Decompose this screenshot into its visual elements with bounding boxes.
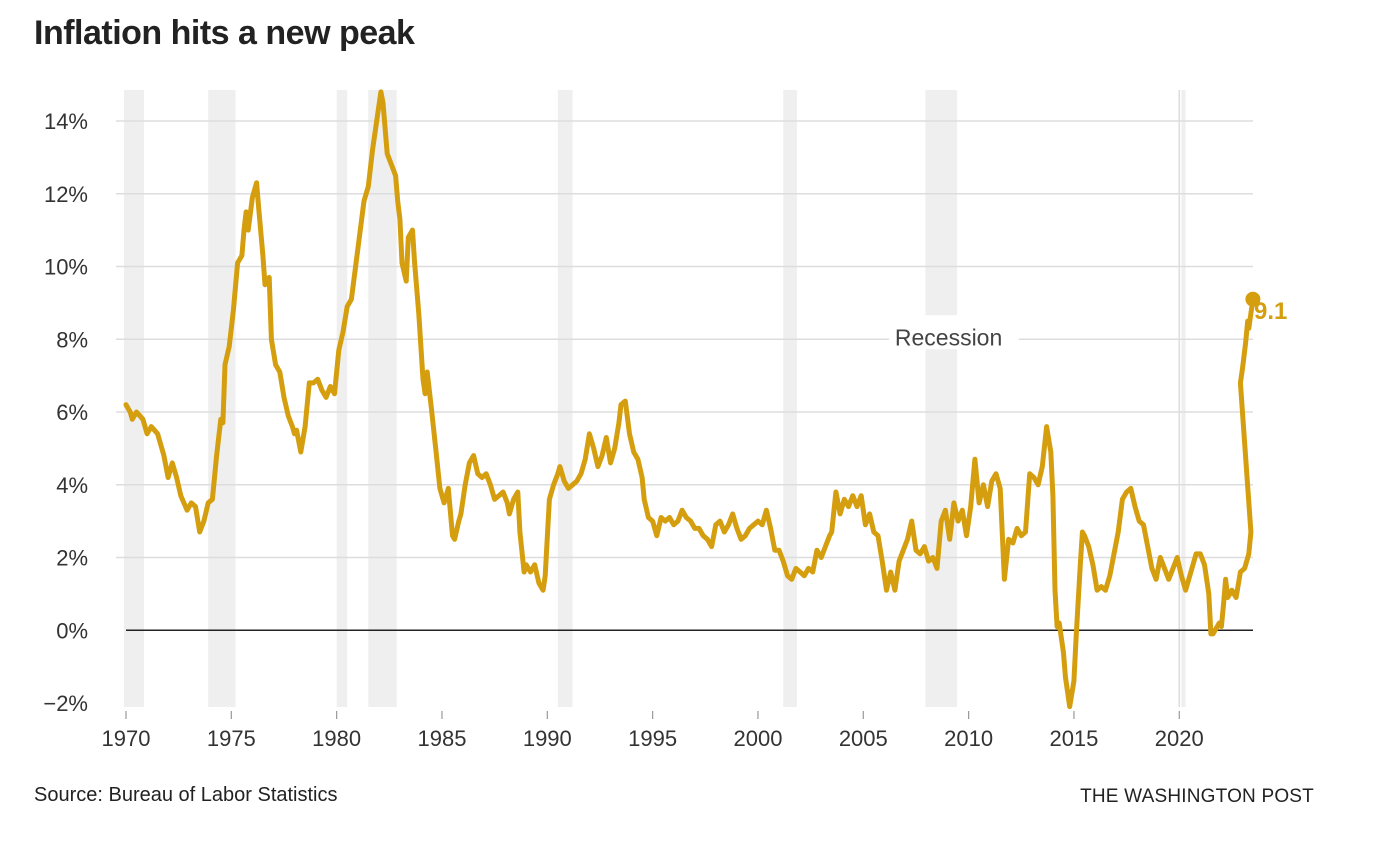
recession-band-3: [368, 90, 397, 707]
x-tick-label: 2020: [1155, 726, 1204, 751]
y-axis-ticks: −2% 0% 2% 4% 6% 8% 10% 12% 14%: [43, 109, 88, 716]
end-point-marker: [1245, 291, 1261, 307]
y-tick-label: 8%: [56, 327, 88, 352]
x-tick-label: 1995: [628, 726, 677, 751]
source-note: Source: Bureau of Labor Statistics: [34, 784, 338, 806]
y-tick-label: 14%: [44, 109, 88, 134]
y-tick-label: 0%: [56, 618, 88, 643]
publisher-credit: THE WASHINGTON POST: [1080, 786, 1314, 807]
recession-bands: [123, 90, 1186, 707]
recession-band-6: [925, 90, 958, 707]
end-value-label: 9.1: [1254, 298, 1287, 325]
gridlines: [116, 90, 1253, 707]
x-tick-label: 2000: [733, 726, 782, 751]
x-tick-label: 1980: [312, 726, 361, 751]
y-tick-label: 10%: [44, 255, 88, 280]
inflation-series-line: [123, 89, 1254, 710]
chart-title: Inflation hits a new peak: [34, 14, 415, 52]
x-tick-label: 2010: [944, 726, 993, 751]
y-tick-label: 12%: [44, 182, 88, 207]
y-tick-label: 2%: [56, 546, 88, 571]
x-tick-label: 1985: [418, 726, 467, 751]
series-layer: 9.1: [123, 89, 1287, 710]
recession-band-4: [557, 90, 573, 707]
recession-band-5: [783, 90, 797, 707]
y-tick-label: 4%: [56, 473, 88, 498]
recession-annotation: Recession: [895, 324, 1002, 350]
x-tick-label: 1975: [207, 726, 256, 751]
annotations: Recession: [888, 315, 1019, 350]
recession-band-2: [336, 90, 348, 707]
annotation-backdrop: [888, 315, 1019, 350]
x-tick-label: 2005: [839, 726, 888, 751]
y-tick-label: −2%: [43, 691, 88, 716]
x-tick-label: 2015: [1049, 726, 1098, 751]
recession-band-0: [123, 90, 144, 707]
y-tick-label: 6%: [56, 400, 88, 425]
series-end-segment: [1237, 298, 1256, 533]
x-tick-label: 1990: [523, 726, 572, 751]
x-axis-ticks: 1970 1975 1980 1985 1990 1995 2000 2005 2010 2015…: [102, 711, 1204, 751]
x-tick-label: 1970: [102, 726, 151, 751]
recession-band-7: [1181, 90, 1186, 707]
